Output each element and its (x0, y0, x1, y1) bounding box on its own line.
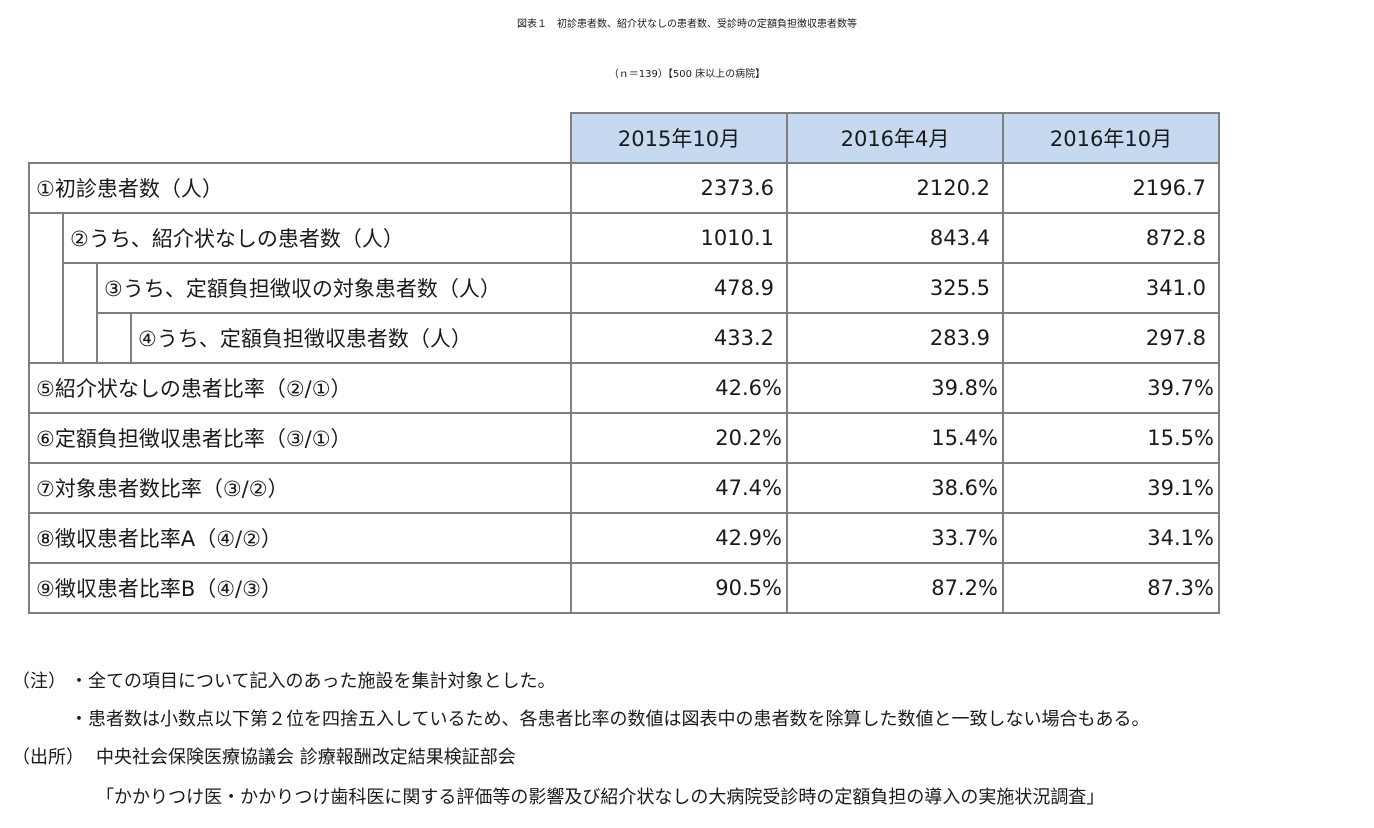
header-row: 2015年10月 2016年4月 2016年10月 (29, 112, 1220, 164)
table-row: ⑤紹介状なしの患者比率（②/①） 42.6% 39.8% 39.7% (28, 362, 1220, 414)
row-label: ⑥定額負担徴収患者比率（③/①） (28, 412, 572, 464)
value-cell: 872.8 (1002, 212, 1220, 264)
row-label: ⑧徴収患者比率A（④/②） (28, 512, 572, 564)
table-row: ④うち、定額負担徴収患者数（人） 433.2 283.9 297.8 (29, 312, 1220, 364)
value-cell: 341.0 (1002, 262, 1220, 314)
table-row: ⑨徴収患者比率B（④/③） 90.5% 87.2% 87.3% (28, 562, 1220, 614)
value-cell: 90.5% (570, 562, 788, 614)
value-cell: 87.2% (786, 562, 1004, 614)
value-cell: 15.5% (1002, 412, 1220, 464)
value-cell: 2196.7 (1002, 162, 1220, 214)
indent-cell (62, 262, 98, 364)
indent-cell (96, 312, 132, 364)
note-text: ・全ての項目について記入のあった施設を集計対象とした。 (70, 671, 556, 692)
value-cell: 843.4 (786, 212, 1004, 264)
column-header: 2015年10月 (570, 112, 788, 164)
value-cell: 283.9 (786, 312, 1004, 364)
table-row: ②うち、紹介状なしの患者数（人） 1010.1 843.4 872.8 (28, 212, 1220, 364)
value-cell: 2120.2 (786, 162, 1004, 214)
figure-subtitle: （ｎ＝139）【500 床以上の病院】 (608, 69, 766, 80)
row-label: ⑦対象患者数比率（③/②） (28, 462, 572, 514)
table-row: ①初診患者数（人） 2373.6 2120.2 2196.7 (28, 162, 1220, 214)
value-cell: 20.2% (570, 412, 788, 464)
header-blank-cell (29, 113, 572, 164)
value-cell: 47.4% (570, 462, 788, 514)
column-header: 2016年10月 (1002, 112, 1220, 164)
value-cell: 39.8% (786, 362, 1004, 414)
note-label: （注） (12, 671, 66, 692)
data-table: 2015年10月 2016年4月 2016年10月 ①初診患者数（人） 2373… (28, 112, 1220, 614)
value-cell: 2373.6 (570, 162, 788, 214)
row-label: ①初診患者数（人） (28, 162, 572, 214)
source-label: （出所） (12, 747, 84, 768)
table-row: ③うち、定額負担徴収の対象患者数（人） 478.9 325.5 341.0 (29, 262, 1220, 364)
note-text: ・患者数は小数点以下第２位を四捨五入しているため、各患者比率の数値は図表中の患者… (70, 709, 1150, 730)
row-label: ④うち、定額負担徴収患者数（人） (130, 312, 572, 364)
value-cell: 1010.1 (570, 212, 788, 264)
row-label: ③うち、定額負担徴収の対象患者数（人） (96, 262, 572, 314)
value-cell: 38.6% (786, 462, 1004, 514)
value-cell: 297.8 (1002, 312, 1220, 364)
source-text: 「かかりつけ医・かかりつけ歯科医に関する評価等の影響及び紹介状なしの大病院受診時… (96, 787, 1105, 808)
value-cell: 39.7% (1002, 362, 1220, 414)
column-header: 2016年4月 (786, 112, 1004, 164)
row-label: ⑤紹介状なしの患者比率（②/①） (28, 362, 572, 414)
value-cell: 325.5 (786, 262, 1004, 314)
row-label: ⑨徴収患者比率B（④/③） (28, 562, 572, 614)
value-cell: 42.6% (570, 362, 788, 414)
indent-cell (28, 212, 64, 364)
source-text: 中央社会保険医療協議会 診療報酬改定結果検証部会 (96, 747, 516, 768)
figure-title: 図表１ 初診患者数、紹介状なしの患者数、受診時の定額負担徴収患者数等 (517, 19, 857, 30)
value-cell: 39.1% (1002, 462, 1220, 514)
value-cell: 33.7% (786, 512, 1004, 564)
value-cell: 87.3% (1002, 562, 1220, 614)
table-row: ⑧徴収患者比率A（④/②） 42.9% 33.7% 34.1% (28, 512, 1220, 564)
value-cell: 34.1% (1002, 512, 1220, 564)
value-cell: 42.9% (570, 512, 788, 564)
value-cell: 478.9 (570, 262, 788, 314)
value-cell: 15.4% (786, 412, 1004, 464)
table-row: ⑥定額負担徴収患者比率（③/①） 20.2% 15.4% 15.5% (28, 412, 1220, 464)
value-cell: 433.2 (570, 312, 788, 364)
row-label: ②うち、紹介状なしの患者数（人） (62, 212, 572, 264)
table-row: ⑦対象患者数比率（③/②） 47.4% 38.6% 39.1% (28, 462, 1220, 514)
